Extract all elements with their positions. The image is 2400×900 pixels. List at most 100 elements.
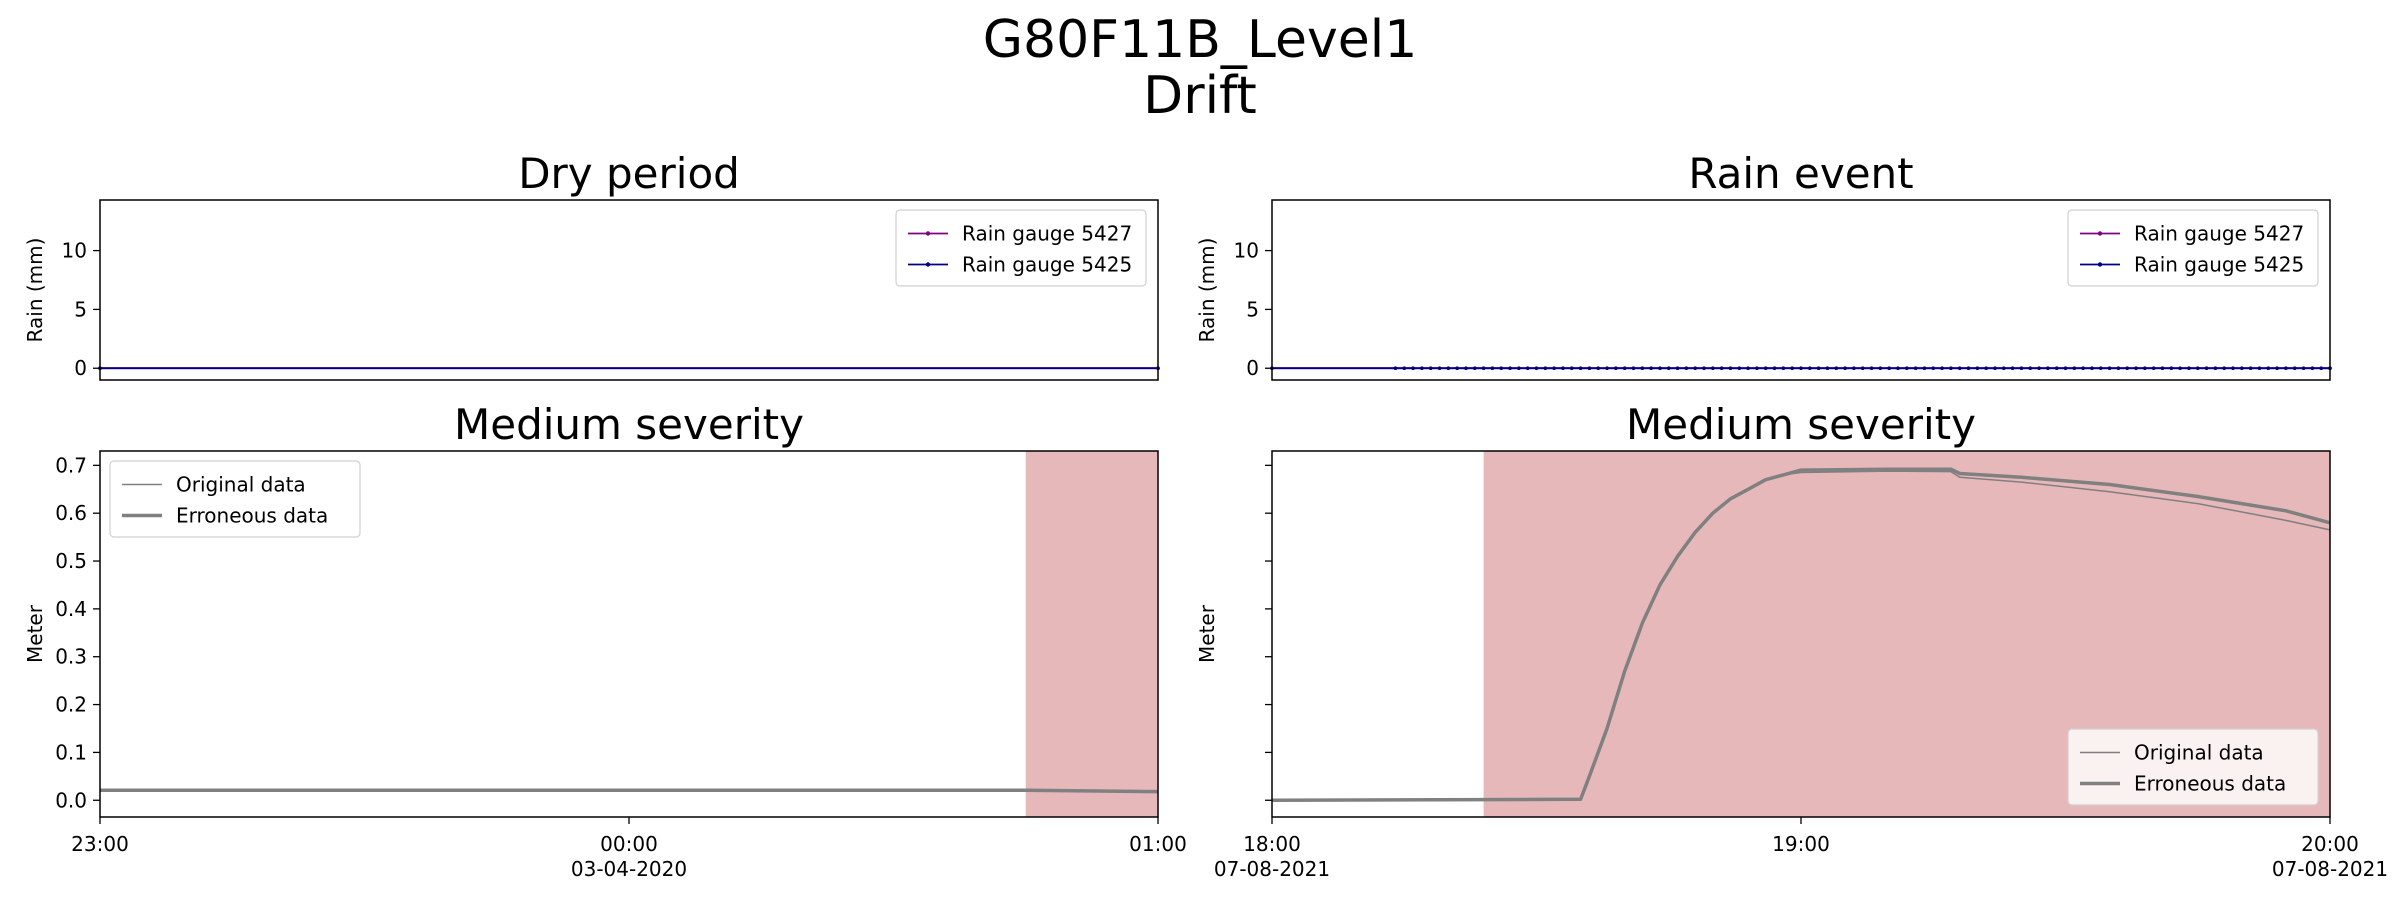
data-point <box>1922 366 1927 371</box>
data-point <box>1561 366 1565 371</box>
data-point <box>2195 366 2200 371</box>
data-point <box>1569 366 1574 371</box>
y-tick-label: 10 <box>1234 239 1259 263</box>
data-point <box>1834 366 1839 371</box>
legend-label: Rain gauge 5427 <box>2134 222 2304 246</box>
data-point <box>1887 366 1891 371</box>
data-point <box>1728 366 1733 371</box>
data-point <box>1869 366 1874 371</box>
y-axis-label: Rain (mm) <box>1195 238 1219 343</box>
legend-label: Rain gauge 5425 <box>2134 253 2304 277</box>
x-tick-label: 19:00 <box>1772 832 1830 856</box>
data-point <box>1446 366 1451 371</box>
data-point <box>2240 366 2244 371</box>
data-point <box>1684 366 1689 371</box>
data-point <box>1763 366 1768 371</box>
y-tick-label: 0.5 <box>55 549 87 573</box>
data-point <box>1755 366 1759 371</box>
y-tick-label: 0.2 <box>55 693 87 717</box>
data-point <box>2134 366 2138 371</box>
data-point <box>1905 366 1909 371</box>
legend-box <box>109 460 361 538</box>
y-tick-label: 0.4 <box>55 597 87 621</box>
data-point <box>2098 366 2103 371</box>
data-point <box>1517 366 1521 371</box>
axes-frame <box>99 199 1159 381</box>
legend-marker <box>2097 231 2103 236</box>
data-point <box>2107 366 2112 371</box>
legend-label: Erroneous data <box>2134 772 2286 796</box>
subplot-title: Rain event <box>1688 149 1913 198</box>
data-point <box>1525 366 1530 371</box>
data-point <box>2072 366 2077 371</box>
data-point <box>1931 366 1936 371</box>
data-point <box>1816 366 1821 371</box>
data-point <box>1843 366 1847 371</box>
legend: Rain gauge 5427 Rain gauge 5425 <box>895 209 1147 287</box>
legend: Rain gauge 5427 Rain gauge 5425 <box>2067 209 2319 287</box>
y-tick-label: 5 <box>74 297 87 321</box>
y-tick-label: 0 <box>1246 356 1259 380</box>
subplot-title: Medium severity <box>1626 400 1976 449</box>
data-point <box>2275 366 2279 371</box>
data-point <box>2116 366 2121 371</box>
data-point <box>1658 366 1662 371</box>
data-point <box>2284 366 2288 371</box>
data-point <box>2028 366 2033 371</box>
axes-frame <box>1271 199 2331 381</box>
data-point <box>1464 366 1468 371</box>
x-tick-label: 00:00 <box>600 832 658 856</box>
legend-label: Rain gauge 5427 <box>962 222 1132 246</box>
data-point <box>1420 366 1424 371</box>
data-point <box>2213 366 2218 371</box>
x-tick-sublabel: 03-04-2020 <box>571 857 687 881</box>
data-point <box>1490 366 1495 371</box>
data-point <box>2125 366 2130 371</box>
error-region-shade <box>1025 451 1158 817</box>
legend-marker <box>925 231 931 236</box>
series-line <box>1271 467 2331 803</box>
data-point <box>2178 366 2182 371</box>
data-point <box>1949 366 1953 371</box>
data-point <box>2037 366 2041 371</box>
figure-subtitle: Drift <box>1143 66 1257 126</box>
data-point <box>1772 366 1777 371</box>
legend-label: Rain gauge 5425 <box>962 253 1132 277</box>
data-point <box>2310 366 2315 371</box>
data-point <box>1499 366 1504 371</box>
data-point <box>2054 366 2059 371</box>
data-point <box>1631 366 1636 371</box>
data-point <box>1975 366 1980 371</box>
subplot-title: Dry period <box>518 149 740 198</box>
data-point <box>1984 366 1988 371</box>
data-point <box>1552 366 1556 371</box>
data-point <box>1825 366 1830 371</box>
data-point <box>1790 366 1794 371</box>
data-point <box>1596 366 1601 371</box>
data-point <box>1860 366 1865 371</box>
data-point <box>1808 366 1812 371</box>
data-point <box>2081 366 2085 371</box>
data-point <box>2319 366 2323 371</box>
y-tick-label: 5 <box>1246 297 1259 321</box>
legend-marker <box>925 262 931 267</box>
y-tick-label: 0.1 <box>55 740 87 764</box>
data-point <box>1896 366 1900 371</box>
legend-marker <box>2097 262 2103 267</box>
y-axis-label: Meter <box>1195 604 1219 663</box>
data-point <box>1746 366 1750 371</box>
data-point <box>1543 366 1548 371</box>
data-point <box>1508 366 1512 371</box>
data-point <box>2169 366 2174 371</box>
data-point <box>1666 366 1671 371</box>
y-tick-label: 0.7 <box>55 453 87 477</box>
data-point <box>1940 366 1944 371</box>
data-point <box>1993 366 1997 371</box>
legend: Original data Erroneous data <box>109 460 361 538</box>
subplot-title: Medium severity <box>454 400 804 449</box>
data-point <box>1472 366 1477 371</box>
data-point <box>1781 366 1786 371</box>
legend-box <box>895 209 1147 287</box>
data-point <box>2046 366 2050 371</box>
